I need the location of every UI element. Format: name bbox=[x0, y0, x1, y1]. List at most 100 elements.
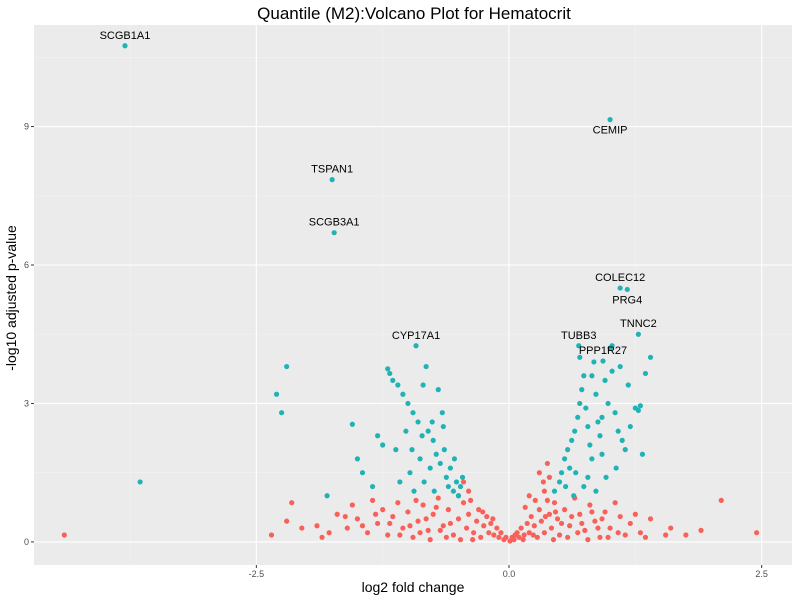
point-not-significant bbox=[544, 497, 551, 503]
significant-points bbox=[137, 343, 654, 499]
point-not-significant bbox=[474, 518, 480, 524]
point-significant bbox=[425, 428, 431, 434]
point-significant bbox=[433, 451, 439, 457]
gene-label-prg4: PRG4 bbox=[612, 294, 642, 306]
point-not-significant bbox=[299, 525, 305, 531]
point-significant bbox=[577, 400, 583, 407]
point-not-significant bbox=[440, 523, 446, 529]
point-significant bbox=[597, 433, 603, 439]
point-not-significant bbox=[592, 518, 598, 524]
point-not-significant bbox=[683, 532, 689, 538]
point-significant bbox=[417, 456, 423, 462]
gene-label-scgb3a1: SCGB3A1 bbox=[309, 217, 360, 229]
point-not-significant bbox=[491, 532, 497, 538]
point-significant bbox=[451, 456, 458, 462]
point-not-significant bbox=[375, 520, 381, 527]
point-not-significant bbox=[450, 532, 457, 538]
point-not-significant bbox=[512, 532, 518, 538]
point-not-significant bbox=[530, 532, 536, 538]
point-not-significant bbox=[589, 509, 595, 515]
point-not-significant bbox=[622, 532, 628, 538]
point-scgb3a1 bbox=[331, 230, 337, 236]
point-significant bbox=[443, 474, 449, 480]
point-not-significant bbox=[582, 527, 588, 533]
point-not-significant bbox=[585, 537, 591, 543]
point-not-significant bbox=[754, 530, 760, 536]
point-not-significant bbox=[445, 507, 451, 513]
point-not-significant bbox=[380, 507, 386, 513]
point-not-significant bbox=[415, 518, 421, 524]
point-not-significant bbox=[536, 507, 542, 513]
point-not-significant bbox=[334, 511, 340, 517]
point-significant bbox=[375, 433, 381, 439]
point-not-significant bbox=[478, 534, 484, 540]
point-significant bbox=[558, 470, 565, 476]
point-significant bbox=[431, 488, 437, 494]
point-significant bbox=[605, 400, 611, 407]
point-not-significant bbox=[61, 532, 67, 538]
point-significant bbox=[599, 451, 605, 457]
point-significant bbox=[565, 447, 571, 453]
point-significant bbox=[459, 474, 466, 480]
point-not-significant bbox=[605, 534, 611, 540]
point-significant bbox=[647, 354, 654, 360]
point-not-significant bbox=[550, 537, 557, 543]
point-significant bbox=[609, 343, 615, 349]
point-significant bbox=[625, 382, 631, 388]
point-significant bbox=[585, 474, 591, 480]
point-significant bbox=[385, 366, 391, 372]
point-not-significant bbox=[627, 520, 633, 527]
point-not-significant bbox=[385, 532, 391, 538]
point-not-significant bbox=[410, 534, 416, 540]
point-not-significant bbox=[405, 509, 411, 515]
point-not-significant bbox=[468, 497, 474, 503]
point-not-significant bbox=[521, 532, 527, 538]
point-significant bbox=[405, 400, 411, 407]
point-not-significant bbox=[615, 530, 621, 536]
point-significant bbox=[430, 437, 436, 443]
point-not-significant bbox=[387, 520, 393, 527]
point-not-significant bbox=[494, 525, 500, 531]
point-significant bbox=[615, 428, 621, 434]
point-significant bbox=[635, 407, 641, 413]
point-tnnc2 bbox=[635, 331, 641, 337]
point-not-significant bbox=[397, 532, 403, 538]
point-not-significant bbox=[551, 500, 558, 506]
point-not-significant bbox=[435, 495, 441, 501]
point-not-significant bbox=[490, 516, 496, 522]
point-significant bbox=[411, 488, 417, 494]
point-significant bbox=[591, 359, 597, 365]
grid-major bbox=[34, 25, 792, 565]
point-significant bbox=[415, 419, 421, 425]
point-not-significant bbox=[546, 511, 553, 517]
point-not-significant bbox=[413, 497, 419, 503]
point-not-significant bbox=[460, 500, 467, 506]
point-not-significant bbox=[554, 516, 561, 522]
point-significant bbox=[572, 428, 578, 434]
point-not-significant bbox=[548, 525, 555, 531]
y-axis-ticks: 0 3 6 9 bbox=[24, 122, 34, 547]
point-not-significant bbox=[607, 525, 613, 531]
point-significant bbox=[593, 391, 599, 397]
point-tspan1 bbox=[329, 177, 335, 183]
point-not-significant bbox=[430, 511, 436, 517]
gene-label-ppp1r27: PPP1R27 bbox=[579, 345, 627, 357]
point-not-significant bbox=[541, 488, 547, 494]
point-not-significant bbox=[354, 516, 361, 522]
point-ppp1r27 bbox=[600, 358, 606, 364]
point-not-significant bbox=[507, 538, 513, 544]
point-significant bbox=[450, 488, 457, 494]
point-significant bbox=[581, 373, 587, 379]
point-significant bbox=[579, 387, 585, 393]
point-not-significant bbox=[344, 525, 350, 531]
point-not-significant bbox=[417, 530, 423, 536]
point-not-significant bbox=[556, 532, 563, 538]
x-tick-label: -2.5 bbox=[249, 569, 265, 579]
point-significant bbox=[354, 456, 361, 462]
point-not-significant bbox=[642, 534, 649, 540]
point-significant bbox=[573, 470, 579, 476]
point-not-significant bbox=[718, 497, 724, 503]
point-not-significant bbox=[465, 511, 472, 517]
point-not-significant bbox=[567, 523, 573, 529]
